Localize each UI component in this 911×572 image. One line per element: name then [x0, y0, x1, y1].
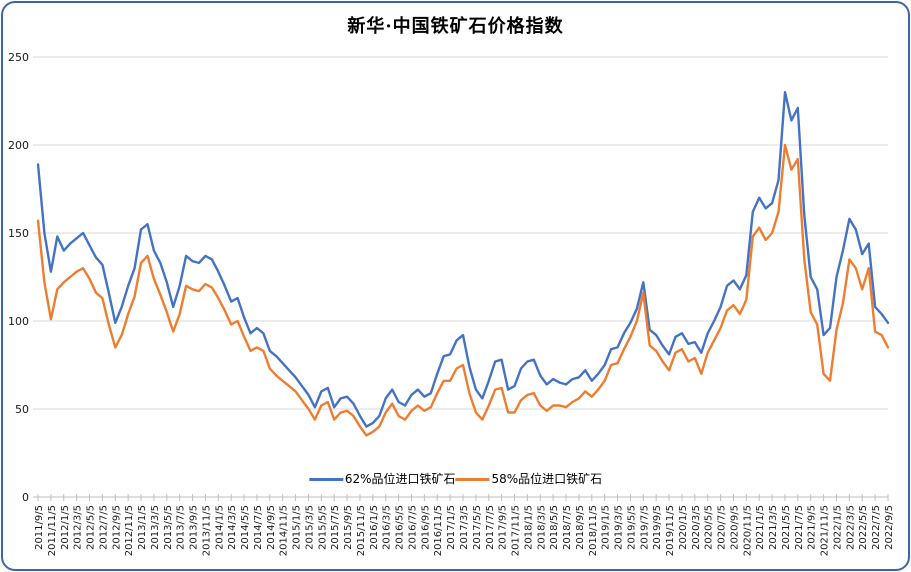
legend-item-58: 58%品位进口铁矿石: [455, 472, 603, 486]
svg-text:2020/3/5: 2020/3/5: [691, 505, 702, 550]
svg-text:2018/7/5: 2018/7/5: [562, 505, 573, 550]
svg-text:2020/11/5: 2020/11/5: [742, 505, 753, 556]
legend-item-62: 62%品位进口铁矿石: [308, 472, 456, 486]
svg-text:2018/1/5: 2018/1/5: [523, 505, 534, 550]
svg-text:0: 0: [22, 491, 29, 504]
svg-text:2021/1/5: 2021/1/5: [755, 505, 766, 550]
svg-text:2011/9/5: 2011/9/5: [34, 505, 45, 550]
svg-text:2021/5/5: 2021/5/5: [781, 505, 792, 550]
svg-text:2021/11/5: 2021/11/5: [820, 505, 831, 556]
svg-text:2022/9/5: 2022/9/5: [884, 505, 895, 550]
svg-text:2016/1/5: 2016/1/5: [369, 505, 380, 550]
svg-text:2021/3/5: 2021/3/5: [768, 505, 779, 550]
svg-text:2020/5/5: 2020/5/5: [704, 505, 715, 550]
svg-text:2019/7/5: 2019/7/5: [639, 505, 650, 550]
svg-text:2015/9/5: 2015/9/5: [343, 505, 354, 550]
svg-text:250: 250: [8, 51, 29, 64]
svg-text:2012/11/5: 2012/11/5: [124, 505, 135, 556]
svg-text:2019/11/5: 2019/11/5: [665, 505, 676, 556]
svg-text:2016/11/5: 2016/11/5: [433, 505, 444, 556]
svg-text:2014/5/5: 2014/5/5: [240, 505, 251, 550]
svg-text:100: 100: [8, 315, 29, 328]
svg-text:200: 200: [8, 139, 29, 152]
svg-text:2017/3/5: 2017/3/5: [459, 505, 470, 550]
svg-text:50: 50: [15, 403, 29, 416]
svg-text:2019/1/5: 2019/1/5: [601, 505, 612, 550]
svg-text:2018/3/5: 2018/3/5: [536, 505, 547, 550]
svg-text:2013/7/5: 2013/7/5: [176, 505, 187, 550]
legend-label-62: 62%品位进口铁矿石: [344, 472, 456, 486]
svg-text:2018/11/5: 2018/11/5: [588, 505, 599, 556]
svg-text:2019/5/5: 2019/5/5: [626, 505, 637, 550]
svg-text:2014/3/5: 2014/3/5: [227, 505, 238, 550]
svg-text:2017/9/5: 2017/9/5: [498, 505, 509, 550]
svg-text:2012/3/5: 2012/3/5: [73, 505, 84, 550]
svg-text:2017/1/5: 2017/1/5: [446, 505, 457, 550]
svg-text:2017/5/5: 2017/5/5: [472, 505, 483, 550]
chart-legend: 62%品位进口铁矿石 58%品位进口铁矿石: [308, 472, 603, 486]
svg-text:2022/7/5: 2022/7/5: [871, 505, 882, 550]
svg-text:2014/11/5: 2014/11/5: [279, 505, 290, 556]
svg-text:2015/3/5: 2015/3/5: [304, 505, 315, 550]
svg-text:2018/5/5: 2018/5/5: [549, 505, 560, 550]
svg-text:2015/11/5: 2015/11/5: [356, 505, 367, 556]
svg-text:2012/7/5: 2012/7/5: [98, 505, 109, 550]
svg-text:2013/9/5: 2013/9/5: [189, 505, 200, 550]
svg-text:2014/1/5: 2014/1/5: [214, 505, 225, 550]
svg-text:2021/7/5: 2021/7/5: [794, 505, 805, 550]
svg-text:2016/5/5: 2016/5/5: [395, 505, 406, 550]
svg-text:2015/5/5: 2015/5/5: [317, 505, 328, 550]
svg-text:2012/5/5: 2012/5/5: [86, 505, 97, 550]
svg-text:2020/9/5: 2020/9/5: [729, 505, 740, 550]
svg-text:2013/1/5: 2013/1/5: [137, 505, 148, 550]
svg-text:150: 150: [8, 227, 29, 240]
legend-line-swatch-58: [455, 477, 490, 481]
svg-text:2017/11/5: 2017/11/5: [511, 505, 522, 556]
svg-text:2020/1/5: 2020/1/5: [678, 505, 689, 550]
svg-text:2021/9/5: 2021/9/5: [807, 505, 818, 550]
legend-label-58: 58%品位进口铁矿石: [491, 472, 603, 486]
svg-text:2011/11/5: 2011/11/5: [47, 505, 58, 556]
svg-text:2022/5/5: 2022/5/5: [858, 505, 869, 550]
svg-text:2013/5/5: 2013/5/5: [163, 505, 174, 550]
svg-text:2013/3/5: 2013/3/5: [150, 505, 161, 550]
chart-title: 新华·中国铁矿石价格指数: [347, 16, 564, 37]
svg-text:2015/7/5: 2015/7/5: [330, 505, 341, 550]
svg-text:2012/1/5: 2012/1/5: [60, 505, 71, 550]
svg-text:2020/7/5: 2020/7/5: [717, 505, 728, 550]
svg-text:2016/7/5: 2016/7/5: [407, 505, 418, 550]
legend-line-swatch-62: [308, 477, 343, 481]
svg-text:2012/9/5: 2012/9/5: [111, 505, 122, 550]
svg-text:2022/3/5: 2022/3/5: [845, 505, 856, 550]
svg-text:2014/7/5: 2014/7/5: [253, 505, 264, 550]
svg-text:2013/11/5: 2013/11/5: [201, 505, 212, 556]
svg-text:2016/3/5: 2016/3/5: [382, 505, 393, 550]
svg-text:2019/3/5: 2019/3/5: [614, 505, 625, 550]
svg-text:2022/1/5: 2022/1/5: [832, 505, 843, 550]
svg-text:2018/9/5: 2018/9/5: [575, 505, 586, 550]
svg-text:2017/7/5: 2017/7/5: [485, 505, 496, 550]
svg-text:2016/9/5: 2016/9/5: [420, 505, 431, 550]
svg-text:2014/9/5: 2014/9/5: [266, 505, 277, 550]
svg-text:2019/9/5: 2019/9/5: [652, 505, 663, 550]
svg-text:2015/1/5: 2015/1/5: [292, 505, 303, 550]
